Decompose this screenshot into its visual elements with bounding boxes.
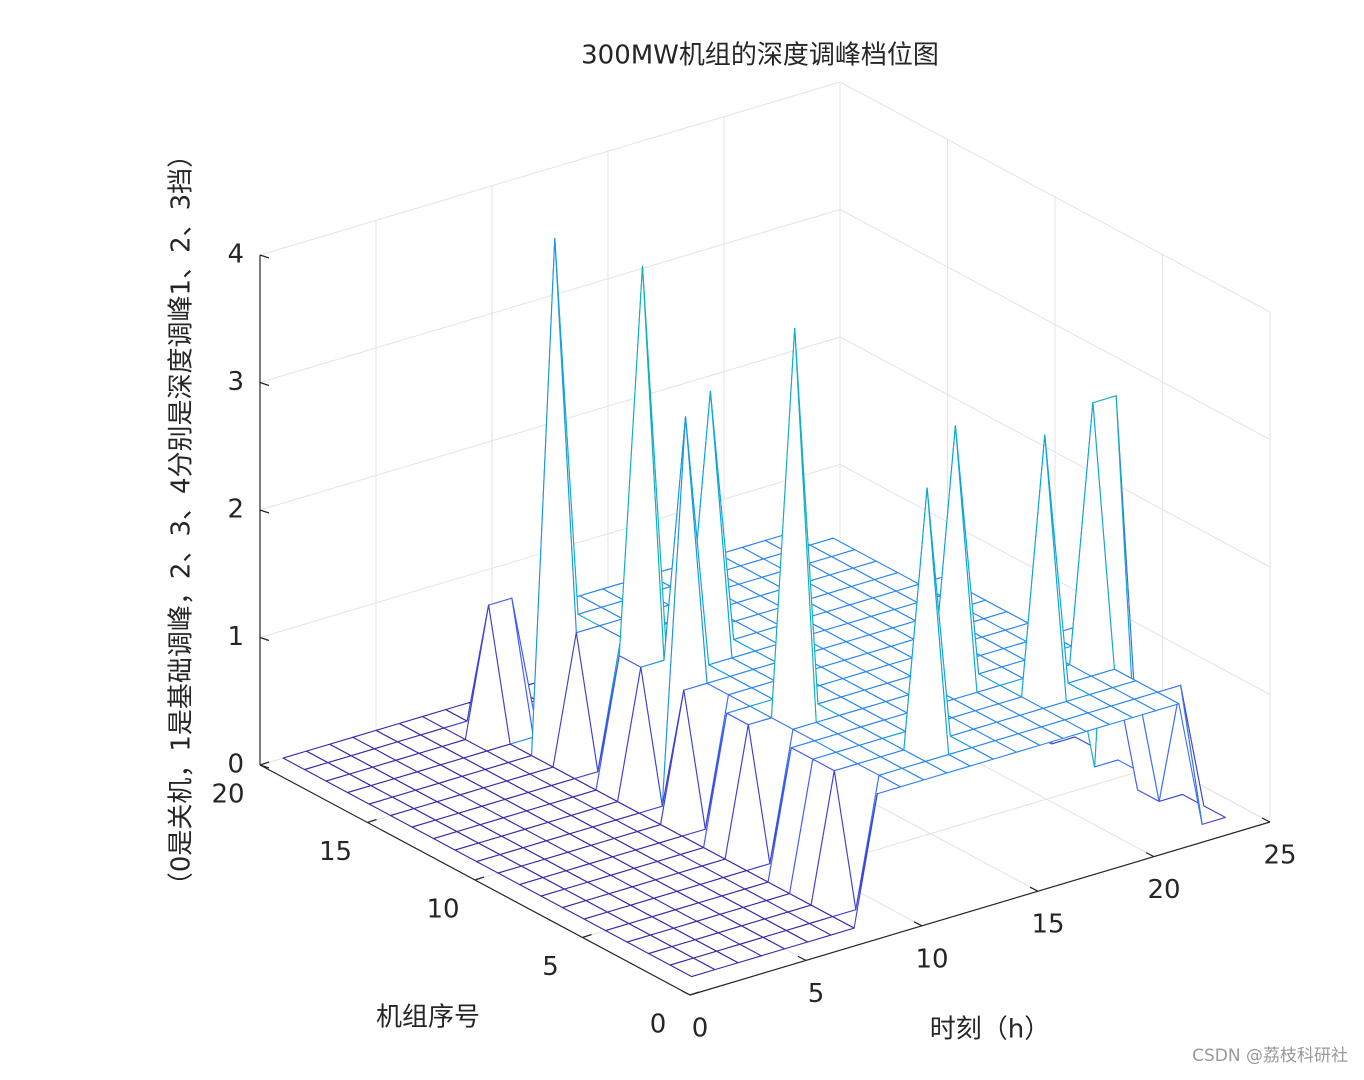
tick-mark [689, 991, 700, 996]
z-tick-label: 0 [227, 750, 244, 780]
z-tick-label: 1 [227, 622, 244, 652]
tick-mark [582, 933, 592, 939]
mesh-cell [770, 327, 817, 730]
y-tick-label: 20 [211, 780, 244, 810]
tick-mark [367, 818, 377, 824]
axis-line [689, 821, 1271, 996]
tick-mark [913, 921, 923, 927]
tick-mark [797, 955, 807, 961]
tick-mark [1029, 886, 1039, 892]
y-tick-label: 15 [319, 837, 352, 867]
tick-mark [259, 761, 270, 766]
y-tick-label: 0 [650, 1010, 667, 1040]
mesh-cell [669, 957, 716, 978]
tick-mark [259, 254, 270, 259]
grid-line [259, 81, 841, 256]
chart-title: 300MW机组的深度调峰档位图 [581, 41, 939, 71]
mesh-cell [1021, 434, 1067, 709]
x-axis-label: 时刻（h） [930, 1015, 1050, 1045]
x-tick-label: 20 [1147, 875, 1180, 905]
z-tick-label: 3 [227, 367, 244, 397]
grid-line [839, 336, 1271, 568]
x-tick-label: 10 [915, 944, 948, 974]
tick-mark [259, 509, 270, 514]
y-tick-label: 5 [542, 952, 559, 982]
z-tick-label: 4 [227, 240, 244, 270]
grid-line [839, 81, 1271, 313]
tick-mark [681, 990, 691, 996]
watermark: CSDN @荔枝科研社 [1192, 1046, 1348, 1066]
tick-mark [259, 636, 270, 642]
tick-mark [474, 876, 485, 881]
tick-mark [1261, 817, 1271, 823]
y-axis-label: 机组序号 [376, 1003, 480, 1033]
x-tick-label: 5 [808, 979, 825, 1009]
mesh-cell [618, 265, 665, 668]
tick-mark [259, 381, 270, 387]
x-tick-label: 0 [692, 1014, 709, 1044]
grid-line [259, 209, 841, 383]
tick-mark [259, 764, 270, 769]
z-axis-label: （0是关机，1是基础调峰，2、3、4分别是深度调峰1、2、3挡） [167, 142, 197, 898]
z-tick-label: 2 [227, 495, 244, 525]
tick-mark [1145, 852, 1155, 858]
y-tick-label: 10 [426, 895, 459, 925]
grid-line [839, 209, 1271, 440]
x-tick-label: 25 [1263, 841, 1296, 871]
x-tick-label: 15 [1031, 910, 1064, 940]
